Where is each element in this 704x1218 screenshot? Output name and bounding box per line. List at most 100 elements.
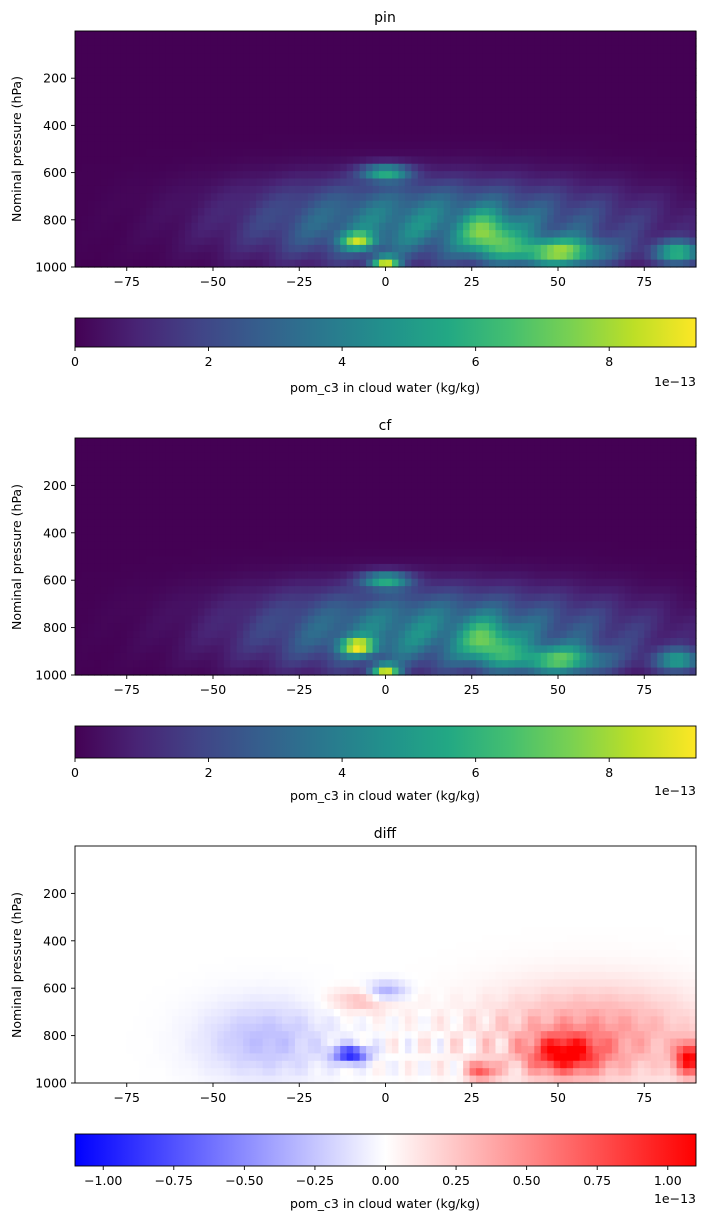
heatmap-cell [463,75,471,84]
heatmap-cell [230,171,238,180]
heatmap-cell [307,156,315,165]
heatmap-cell [385,193,393,202]
heatmap-cell [133,126,141,135]
heatmap-cell [611,31,619,39]
heatmap-cell [262,526,270,535]
heatmap-cell [495,252,503,261]
heatmap-cell [430,519,438,528]
heatmap-cell [107,185,115,194]
heatmap-cell [663,571,671,580]
heatmap-cell [217,452,225,461]
heatmap-cell [269,504,277,513]
heatmap-cell [243,149,251,157]
heatmap-cell [404,126,412,135]
heatmap-cell [256,438,264,447]
heatmap-cell [482,526,490,535]
heatmap-cell [385,452,393,461]
heatmap-cell [107,149,115,157]
heatmap-cell [670,53,678,62]
heatmap-cell [210,563,218,572]
heatmap-cell [598,67,607,76]
heatmap-cell [100,193,108,202]
heatmap-cell [618,141,626,150]
heatmap-cell [676,171,684,180]
heatmap-cell [372,112,380,121]
heatmap-cell [443,31,451,39]
heatmap-cell [327,512,335,521]
heatmap-cell [391,541,400,550]
heatmap-cell [133,31,141,39]
heatmap-cell [663,497,671,506]
heatmap-cell [262,549,270,558]
heatmap-cell [307,222,315,231]
heatmap-cell [333,134,341,143]
heatmap-cell [230,178,238,187]
heatmap-cell [165,578,173,587]
heatmap-cell [631,38,639,47]
heatmap-cell [450,549,458,558]
heatmap-cell [424,578,432,587]
heatmap-cell [605,75,613,84]
heatmap-cell [618,134,626,143]
heatmap-cell [430,215,438,224]
heatmap-cell [385,97,393,106]
heatmap-cell [87,526,96,535]
heatmap-cell [631,31,639,39]
heatmap-cell [501,571,510,580]
heatmap-cell [87,534,96,543]
heatmap-cell [624,512,632,521]
heatmap-cell [262,200,270,209]
heatmap-cell [463,445,471,454]
heatmap-cell [404,438,412,447]
heatmap-cell [398,452,406,461]
heatmap-cell [605,178,613,187]
heatmap-cell [217,208,225,216]
heatmap-cell [120,452,128,461]
heatmap-cell [262,460,270,469]
heatmap-cell [249,156,257,165]
heatmap-cell [184,112,193,121]
heatmap-cell [159,67,167,76]
heatmap-cell [456,512,464,521]
heatmap-cell [463,452,471,461]
heatmap-cell [152,126,160,135]
heatmap-cell [605,460,613,469]
heatmap-cell [586,215,594,224]
heatmap-cell [107,112,115,121]
heatmap-cell [197,556,205,565]
heatmap-cell [637,171,645,180]
heatmap-cell [230,208,238,216]
heatmap-cell [683,556,691,565]
heatmap-cell [624,112,632,121]
heatmap-cell [314,512,322,521]
heatmap-cell [430,571,438,580]
heatmap-cell [230,526,238,535]
heatmap-cell [100,475,108,484]
heatmap-cell [262,90,270,98]
heatmap-cell [178,149,186,157]
heatmap-cell [81,452,89,461]
heatmap-cell [191,178,199,187]
heatmap-cell [301,467,309,476]
heatmap-cell [637,31,645,39]
heatmap-cell [204,512,212,521]
heatmap-cell [514,185,522,194]
heatmap-cell [644,75,652,84]
heatmap-cell [624,237,632,246]
heatmap-cell [586,482,594,491]
heatmap-cell [391,563,400,572]
heatmap-cell [618,467,626,476]
heatmap-cell [243,244,251,253]
heatmap-cell [560,438,568,447]
heatmap-cell [592,178,600,187]
heatmap-cell [676,119,684,128]
heatmap-cell [204,200,212,209]
heatmap-cell [618,112,626,121]
heatmap-cell [670,512,678,521]
heatmap-cell [152,563,160,572]
heatmap-cell [683,75,691,84]
heatmap-cell [184,519,193,528]
heatmap-cell [547,467,555,476]
heatmap-cell [424,237,432,246]
heatmap-cell [683,526,691,535]
